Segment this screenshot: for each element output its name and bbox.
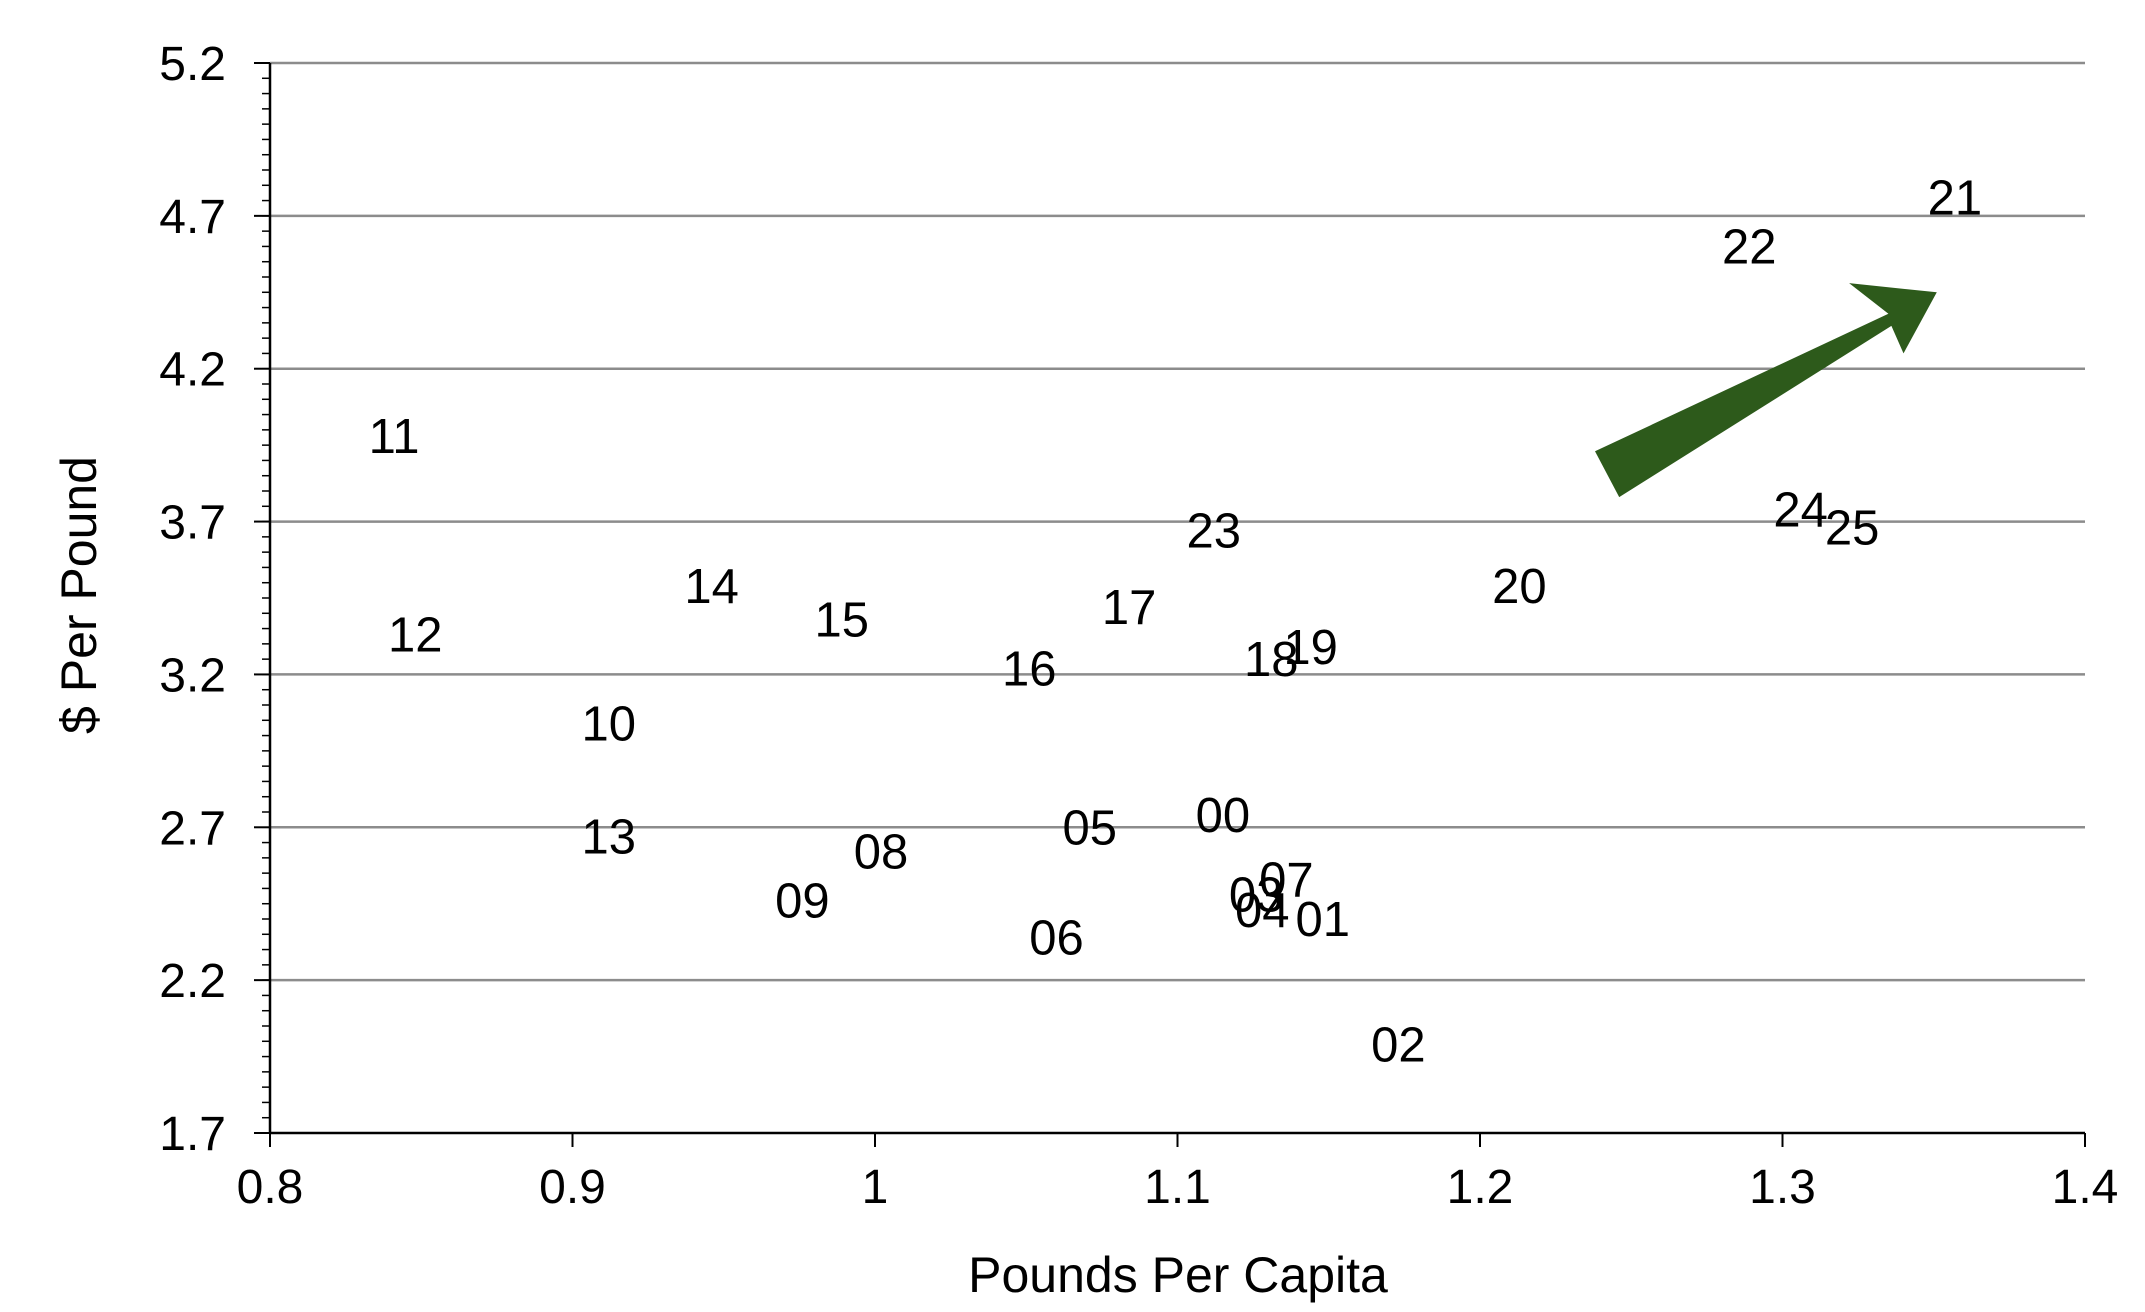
axes — [268, 63, 2086, 1147]
y-tick-label: 4.2 — [159, 344, 226, 397]
point-label: 07 — [1259, 853, 1314, 907]
y-tick-label: 3.2 — [159, 649, 226, 702]
y-tick-label: 2.7 — [159, 802, 226, 855]
y-tick-labels: 1.7 2.2 2.7 3.2 3.7 4.2 4.7 5.2 — [159, 38, 226, 1161]
point-label: 11 — [369, 410, 420, 464]
point-label: 24 — [1773, 483, 1828, 537]
point-label: 14 — [684, 560, 739, 614]
point-label: 18 — [1244, 633, 1299, 687]
grid-lines — [254, 61, 2085, 1134]
point-label: 01 — [1295, 893, 1350, 947]
point-label: 22 — [1722, 220, 1777, 274]
point-label: 17 — [1102, 581, 1157, 635]
x-tick-label: 1.1 — [1144, 1161, 1211, 1214]
point-label: 08 — [854, 826, 909, 880]
x-tick-label: 1.3 — [1749, 1161, 1816, 1214]
point-label: 12 — [388, 609, 443, 663]
point-label: 05 — [1063, 801, 1118, 855]
point-label: 10 — [582, 697, 637, 751]
x-tick-label: 1 — [862, 1161, 889, 1214]
y-tick-label: 1.7 — [159, 1108, 226, 1161]
y-minor-ticks — [262, 62, 270, 1134]
x-tick-label: 0.9 — [539, 1161, 606, 1214]
y-tick-label: 4.7 — [159, 191, 226, 244]
point-label: 09 — [775, 875, 830, 929]
point-label: 04 — [1235, 884, 1290, 938]
x-tick-label: 0.8 — [237, 1161, 304, 1214]
point-label: 16 — [1002, 642, 1057, 696]
y-tick-label: 2.2 — [159, 955, 226, 1008]
point-label: 20 — [1492, 560, 1547, 614]
point-label: 21 — [1928, 172, 1983, 226]
trend-arrow-shape — [1595, 283, 1937, 498]
y-axis-title: $ Per Pound — [51, 456, 107, 734]
point-label: 19 — [1283, 621, 1338, 675]
point-label: 02 — [1371, 1018, 1426, 1072]
point-label: 06 — [1029, 911, 1084, 965]
trend-arrow-icon — [1595, 283, 1937, 498]
y-tick-label: 3.7 — [159, 497, 226, 550]
point-label: 23 — [1187, 505, 1242, 559]
point-label: 15 — [814, 593, 869, 647]
point-label: 00 — [1196, 789, 1251, 843]
y-tick-label: 5.2 — [159, 38, 226, 91]
x-axis-title: Pounds Per Capita — [968, 1247, 1388, 1303]
x-tick-labels: 0.8 0.9 1 1.1 1.2 1.3 1.4 — [237, 1161, 2119, 1214]
point-label: 25 — [1825, 502, 1880, 556]
x-tick-label: 1.4 — [2052, 1161, 2119, 1214]
point-label: 03 — [1229, 869, 1284, 923]
x-tick-label: 1.2 — [1447, 1161, 1514, 1214]
point-label: 13 — [582, 810, 637, 864]
